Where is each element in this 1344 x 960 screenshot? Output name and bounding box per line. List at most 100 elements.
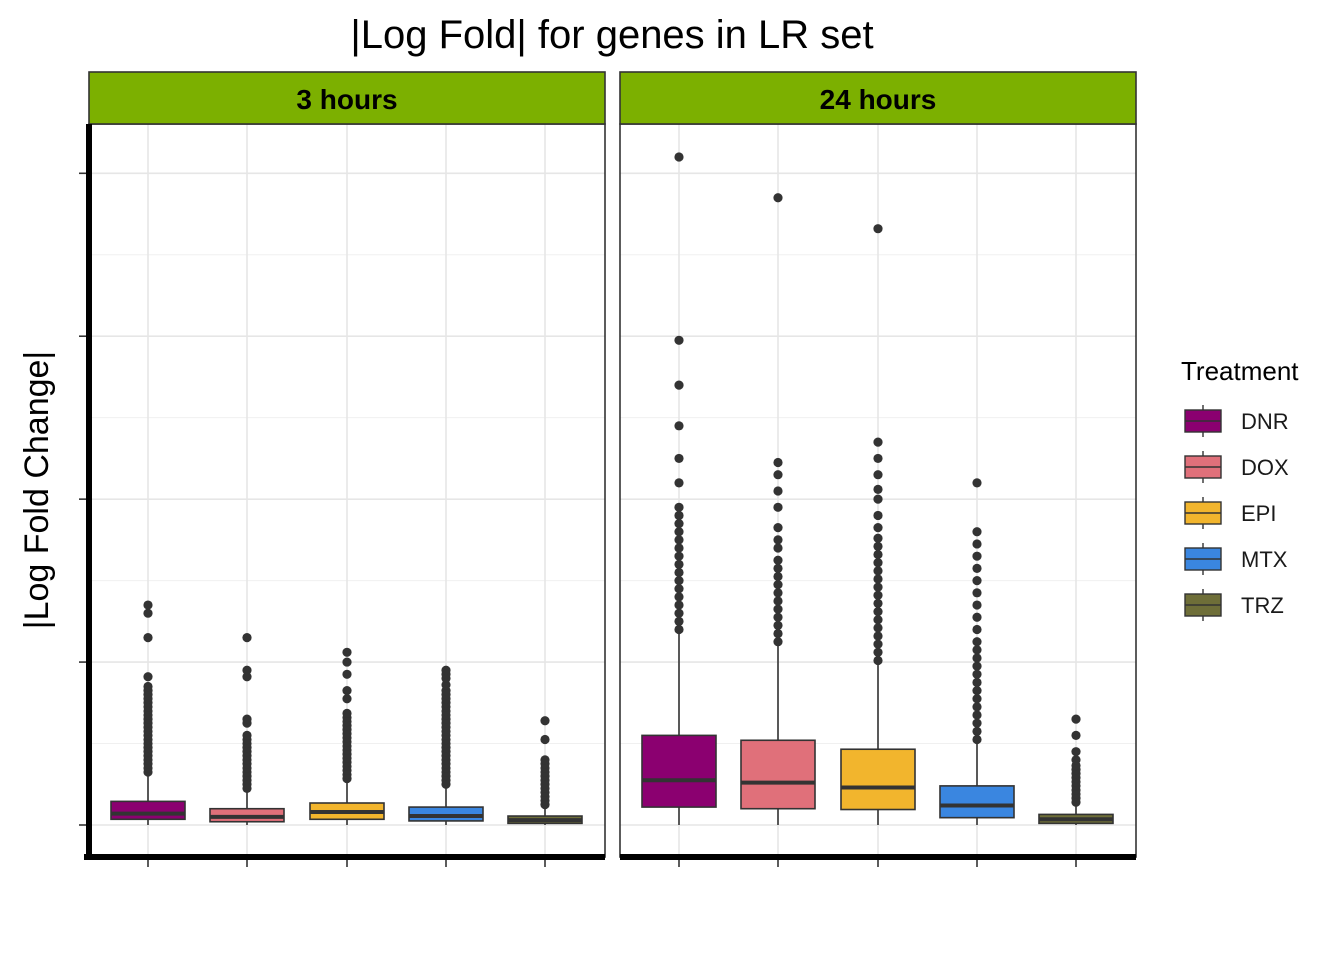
- outlier-point: [972, 694, 982, 704]
- box-rect: [408, 806, 484, 822]
- outlier-point: [773, 543, 783, 553]
- legend-label: MTX: [1241, 547, 1288, 572]
- outlier-point: [873, 639, 883, 649]
- facet-panel-1: 24 hours: [619, 71, 1137, 867]
- outlier-point: [242, 672, 252, 682]
- outlier-point: [972, 600, 982, 610]
- outlier-point: [972, 702, 982, 712]
- outlier-point: [773, 604, 783, 614]
- outlier-point: [873, 623, 883, 633]
- facet-strip-label: 24 hours: [820, 84, 937, 115]
- outlier-point: [773, 637, 783, 647]
- outlier-point: [972, 612, 982, 622]
- outlier-point: [342, 657, 352, 667]
- outlier-point: [674, 616, 684, 626]
- outlier-point: [674, 335, 684, 345]
- outlier-point: [674, 421, 684, 431]
- outlier-point: [342, 694, 352, 704]
- outlier-point: [972, 685, 982, 696]
- outlier-point: [342, 647, 352, 657]
- outlier-point: [873, 224, 883, 234]
- outlier-point: [143, 681, 153, 692]
- outlier-point: [972, 718, 982, 728]
- outlier-point: [342, 685, 352, 696]
- outlier-point: [873, 655, 883, 666]
- outlier-point: [674, 559, 684, 569]
- outlier-point: [972, 563, 982, 573]
- outlier-point: [873, 533, 883, 543]
- outlier-point: [972, 669, 982, 679]
- outlier-point: [773, 193, 783, 203]
- outlier-point: [873, 523, 883, 533]
- outlier-point: [143, 672, 153, 682]
- outlier-point: [242, 665, 252, 675]
- outlier-point: [1071, 755, 1081, 765]
- outlier-point: [674, 592, 684, 602]
- outlier-point: [143, 608, 153, 618]
- outlier-point: [873, 582, 883, 592]
- outlier-point: [773, 535, 783, 545]
- outlier-point: [873, 574, 883, 584]
- legend-item-mtx: MTX: [1184, 543, 1288, 575]
- y-axis-label: |Log Fold Change|: [18, 351, 56, 630]
- outlier-point: [972, 710, 982, 720]
- outlier-point: [972, 677, 982, 688]
- outlier-point: [972, 539, 982, 549]
- outlier-point: [674, 527, 684, 537]
- outlier-point: [972, 478, 982, 488]
- facet-strip: [88, 71, 606, 125]
- box-dox: [209, 633, 285, 825]
- outlier-point: [242, 714, 252, 724]
- box-trz: [1038, 714, 1114, 825]
- legend-item-dnr: DNR: [1184, 405, 1289, 437]
- outlier-point: [773, 571, 783, 582]
- facet-panel-0: 3 hours: [84, 71, 606, 867]
- outlier-point: [972, 726, 982, 736]
- outlier-point: [873, 549, 883, 560]
- outlier-point: [773, 502, 783, 512]
- outlier-point: [674, 380, 684, 390]
- box-rect: [840, 748, 916, 811]
- outlier-point: [540, 734, 550, 745]
- outlier-point: [773, 612, 783, 622]
- outlier-point: [972, 661, 982, 671]
- legend-title: Treatment: [1181, 356, 1299, 386]
- outlier-point: [773, 523, 783, 533]
- box-rect: [110, 800, 186, 821]
- outlier-point: [540, 716, 550, 726]
- box-rect: [740, 739, 816, 810]
- outlier-point: [972, 624, 982, 635]
- outlier-point: [1071, 730, 1081, 740]
- outlier-point: [342, 669, 352, 679]
- box-dnr: [641, 152, 717, 825]
- outlier-point: [540, 755, 550, 765]
- chart-title: |Log Fold| for genes in LR set: [350, 13, 873, 57]
- outlier-point: [873, 437, 883, 447]
- outlier-point: [674, 608, 684, 618]
- outlier-point: [242, 633, 252, 643]
- outlier-point: [143, 633, 153, 643]
- outlier-point: [873, 510, 883, 521]
- outlier-point: [873, 631, 883, 641]
- legend-item-dox: DOX: [1184, 451, 1289, 483]
- outlier-point: [674, 584, 684, 594]
- outlier-point: [674, 510, 684, 521]
- outlier-point: [972, 551, 982, 561]
- box-trz: [507, 716, 583, 825]
- outlier-point: [674, 478, 684, 488]
- box-rect: [641, 734, 717, 808]
- outlier-point: [674, 551, 684, 561]
- outlier-point: [441, 665, 451, 675]
- legend-item-trz: TRZ: [1184, 589, 1284, 621]
- outlier-point: [773, 555, 783, 565]
- outlier-point: [873, 494, 883, 504]
- outlier-point: [972, 734, 982, 745]
- outlier-point: [773, 588, 783, 598]
- outlier-point: [873, 541, 883, 551]
- outlier-point: [674, 518, 684, 529]
- outlier-point: [873, 590, 883, 600]
- outlier-point: [972, 588, 982, 598]
- outlier-point: [873, 615, 883, 625]
- outlier-point: [773, 580, 783, 590]
